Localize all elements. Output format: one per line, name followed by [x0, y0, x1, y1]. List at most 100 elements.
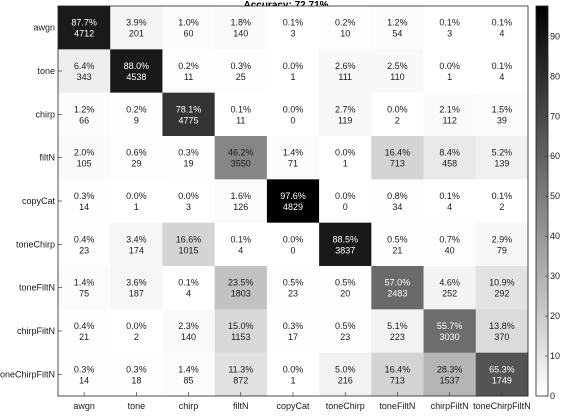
cell-count-label: 872: [233, 375, 248, 385]
cell-count-label: 1803: [231, 289, 251, 299]
cell-count-label: 713: [390, 375, 405, 385]
heatmap-cell: [423, 92, 477, 137]
cell-count-label: 174: [129, 245, 144, 255]
cell-percent-label: 13.8%: [489, 321, 515, 331]
cell-count-label: 19: [184, 159, 194, 169]
heatmap-cell: [475, 6, 529, 50]
cell-percent-label: 2.7%: [335, 104, 356, 114]
cell-percent-label: 0.0%: [283, 234, 304, 244]
heatmap-cell: [214, 6, 268, 50]
column-label: filtN: [233, 401, 249, 411]
colorbar-tick-label: 80: [550, 71, 560, 81]
colorbar: 0 10 20 30 40 50 60 70 80 90: [535, 5, 560, 401]
cell-percent-label: 1.4%: [283, 148, 304, 158]
cell-percent-label: 0.4%: [74, 321, 95, 331]
heatmap-cell: [214, 309, 268, 353]
cell-percent-label: 0.5%: [283, 278, 304, 288]
heatmap-cell: [162, 92, 215, 137]
cell-count-label: 139: [494, 159, 509, 169]
cell-count-label: 3: [186, 202, 191, 212]
cell-percent-label: 2.5%: [387, 61, 408, 71]
cell-count-label: 292: [494, 289, 509, 299]
cell-count-label: 4: [186, 289, 191, 299]
cell-percent-label: 0.2%: [126, 104, 147, 114]
cell-percent-label: 23.5%: [228, 278, 254, 288]
cell-count-label: 4538: [126, 72, 146, 82]
cell-percent-label: 0.1%: [492, 18, 513, 28]
row-labels: awgn tone chirp filtN copyCat toneChirp toneFi…: [0, 23, 62, 379]
cell-count-label: 71: [288, 159, 298, 169]
cell-percent-label: 2.6%: [335, 61, 356, 71]
column-label: chirp: [179, 401, 199, 411]
cell-percent-label: 97.6%: [280, 191, 306, 201]
colorbar-tick-label: 90: [550, 31, 560, 41]
heatmap-cell: [58, 136, 111, 180]
heatmap-cell: [110, 6, 163, 50]
cell-count-label: 66: [79, 115, 89, 125]
heatmap-cell: [319, 309, 372, 353]
heatmap-cell: [214, 222, 268, 267]
cell-percent-label: 78.1%: [176, 104, 202, 114]
cell-count-label: 1153: [231, 332, 250, 342]
colorbar-tick-label: 70: [550, 111, 560, 121]
column-label: toneFiltN: [379, 401, 415, 411]
heatmap-cell: [423, 49, 477, 93]
cell-percent-label: 1.2%: [387, 18, 408, 28]
heatmap-cell: [423, 6, 477, 50]
heatmap-cell: [162, 49, 215, 93]
column-label: toneChirpFiltN: [473, 401, 531, 411]
cell-count-label: 14: [79, 202, 89, 212]
cell-count-label: 3550: [231, 159, 251, 169]
cell-count-label: 10: [340, 29, 350, 39]
heatmap-cells: 87.7%47123.9%2011.0%601.8%1400.1%30.2%10…: [58, 6, 529, 397]
colorbar-tick-label: 10: [550, 351, 560, 361]
cell-count-label: 1749: [492, 375, 512, 385]
cell-count-label: 119: [338, 115, 352, 125]
heatmap-cell: [266, 266, 320, 310]
cell-percent-label: 0.0%: [335, 191, 356, 201]
cell-percent-label: 0.0%: [439, 61, 460, 71]
row-label: copyCat: [22, 196, 56, 206]
cell-percent-label: 2.3%: [178, 321, 199, 331]
column-labels: awgn tone chirp filtN copyCat toneChirp toneFi…: [73, 392, 531, 411]
row-label: chirp: [35, 109, 55, 119]
cell-count-label: 713: [390, 159, 405, 169]
heatmap-cell: [162, 6, 215, 50]
cell-count-label: 23: [288, 289, 298, 299]
heatmap-cell: [423, 222, 477, 267]
cell-count-label: 3837: [335, 245, 355, 255]
cell-count-label: 21: [392, 245, 402, 255]
heatmap-cell: [110, 49, 163, 93]
cell-percent-label: 3.6%: [126, 278, 147, 288]
cell-percent-label: 1.2%: [74, 104, 95, 114]
cell-count-label: 39: [497, 115, 507, 125]
cell-count-label: 3: [290, 29, 295, 39]
cell-count-label: 1: [447, 72, 452, 82]
cell-percent-label: 0.3%: [178, 148, 199, 158]
heatmap-cell: [214, 179, 268, 223]
cell-count-label: 223: [390, 332, 405, 342]
heatmap-cell: [319, 222, 372, 267]
plot-frame: [57, 5, 529, 397]
colorbar-tick-label: 20: [550, 311, 560, 321]
heatmap-cell: [371, 92, 424, 137]
cell-percent-label: 16.4%: [385, 148, 411, 158]
cell-count-label: 3: [447, 29, 452, 39]
cell-count-label: 20: [340, 289, 350, 299]
cell-percent-label: 87.7%: [71, 18, 97, 28]
heatmap-cell: [214, 92, 268, 137]
column-label: toneChirp: [326, 401, 365, 411]
colorbar-tick-label: 50: [550, 191, 560, 201]
cell-percent-label: 55.7%: [437, 321, 463, 331]
cell-count-label: 4712: [74, 29, 94, 39]
cell-percent-label: 3.9%: [126, 18, 147, 28]
heatmap-cell: [58, 49, 111, 93]
cell-count-label: 216: [338, 375, 353, 385]
heatmap-cell: [423, 266, 477, 310]
heatmap-cell: [162, 309, 215, 353]
cell-percent-label: 0.0%: [126, 191, 147, 201]
cell-percent-label: 6.4%: [74, 61, 95, 71]
cell-percent-label: 2.0%: [74, 148, 95, 158]
heatmap-cell: [266, 49, 320, 93]
